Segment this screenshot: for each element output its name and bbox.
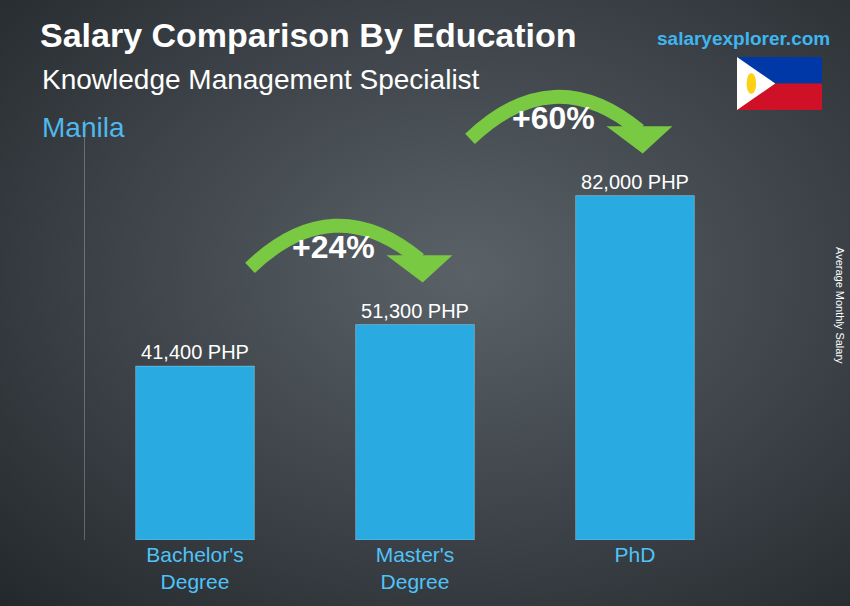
- svg-text:82,000 PHP: 82,000 PHP: [581, 171, 689, 193]
- svg-text:PhD: PhD: [615, 543, 656, 566]
- svg-text:Bachelor'sDegree: Bachelor'sDegree: [146, 543, 243, 593]
- svg-text:Master'sDegree: Master'sDegree: [376, 543, 455, 593]
- svg-text:Manila: Manila: [42, 112, 125, 143]
- svg-text:salaryexplorer.com: salaryexplorer.com: [657, 28, 830, 49]
- svg-text:Salary Comparison By Education: Salary Comparison By Education: [40, 16, 577, 54]
- svg-text:41,400 PHP: 41,400 PHP: [141, 341, 249, 363]
- svg-text:+60%: +60%: [512, 100, 595, 136]
- svg-text:+24%: +24%: [292, 229, 375, 265]
- svg-text:Knowledge Management Specialis: Knowledge Management Specialist: [42, 64, 480, 95]
- svg-text:51,300 PHP: 51,300 PHP: [361, 300, 469, 322]
- svg-text:Average Monthly Salary: Average Monthly Salary: [834, 247, 846, 364]
